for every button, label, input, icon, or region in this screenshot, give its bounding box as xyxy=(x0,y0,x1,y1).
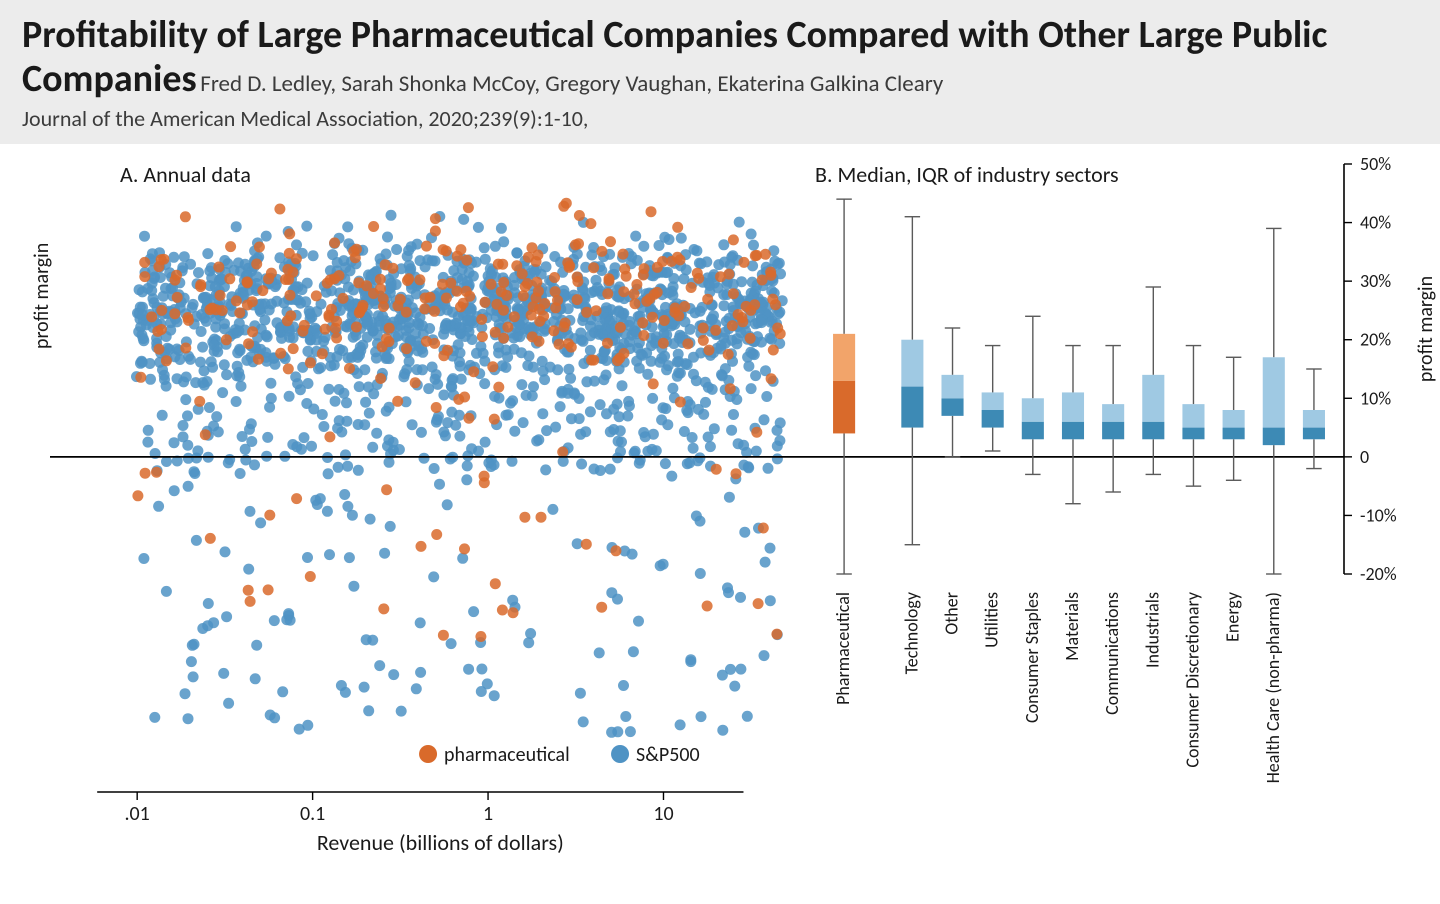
boxplot-Utilities: Utilities xyxy=(981,346,1004,648)
ytick-label: 10% xyxy=(1360,388,1391,410)
boxplot-Energy: Energy xyxy=(1222,358,1245,643)
panel-b-label: B. Median, IQR of industry sectors xyxy=(815,161,1119,188)
boxplot-Materials: Materials xyxy=(1061,346,1084,661)
sector-label: Health Care (non-pharma) xyxy=(1262,592,1284,783)
boxplot-Pharmaceutical: Pharmaceutical xyxy=(832,200,855,706)
ytick-label: 50% xyxy=(1360,153,1391,175)
sector-label: Consumer Discretionary xyxy=(1181,592,1203,768)
sector-label: Industrials xyxy=(1141,592,1163,668)
xtick-label: 0.1 xyxy=(300,802,325,826)
journal-citation: Journal of the American Medical Associat… xyxy=(22,105,1418,132)
boxplot-Communications: Communications xyxy=(1101,346,1124,715)
sector-label: Pharmaceutical xyxy=(832,592,854,705)
boxplot-Technology: Technology xyxy=(900,217,923,675)
legend-label: S&P500 xyxy=(636,743,700,767)
boxplot-Consumer Discretionary: Consumer Discretionary xyxy=(1181,346,1204,768)
sector-label: Communications xyxy=(1101,592,1123,715)
ytick-label: 40% xyxy=(1360,212,1391,234)
ytick-label: 0 xyxy=(1360,446,1369,468)
xtick-label: 10 xyxy=(653,802,673,826)
xtick-label: .01 xyxy=(125,802,150,826)
boxplot-Consumer Staples: Consumer Staples xyxy=(1021,317,1044,724)
sector-label: Consumer Staples xyxy=(1021,592,1043,723)
legend-swatch xyxy=(611,745,629,763)
boxplot-Health Care (non-pharma): Health Care (non-pharma) xyxy=(1262,229,1285,784)
xtick-label: 1 xyxy=(483,802,493,826)
sector-label: Other xyxy=(941,592,963,635)
panel-a-label: A. Annual data xyxy=(120,161,251,188)
header-block: Profitability of Large Pharmaceutical Co… xyxy=(0,0,1440,144)
sector-label: Materials xyxy=(1061,592,1083,661)
boxplot-Industrials: Industrials xyxy=(1141,287,1164,668)
panel-a-xlabel: Revenue (billions of dollars) xyxy=(317,829,564,856)
legend-swatch xyxy=(419,745,437,763)
ytick-label: -20% xyxy=(1360,563,1397,585)
ytick-label: -10% xyxy=(1360,505,1397,527)
sector-label: Utilities xyxy=(981,592,1003,648)
sector-label: Technology xyxy=(900,592,922,675)
panel-b-ylabel-1: profit margin xyxy=(1414,276,1438,382)
boxplot-tail xyxy=(1303,369,1325,469)
legend-label: pharmaceutical xyxy=(444,743,570,767)
figure: A. Annual data profit margin .01 0.1 1 10 Reve… xyxy=(0,144,1440,904)
authors: Fred D. Ledley, Sarah Shonka McCoy, Greg… xyxy=(200,70,943,98)
ytick-label: 20% xyxy=(1360,329,1391,351)
boxplot-Other: Other xyxy=(941,328,964,635)
panel-a-ylabel: profit margin xyxy=(30,243,54,349)
sector-label: Energy xyxy=(1222,592,1244,643)
ytick-label: 30% xyxy=(1360,271,1391,293)
